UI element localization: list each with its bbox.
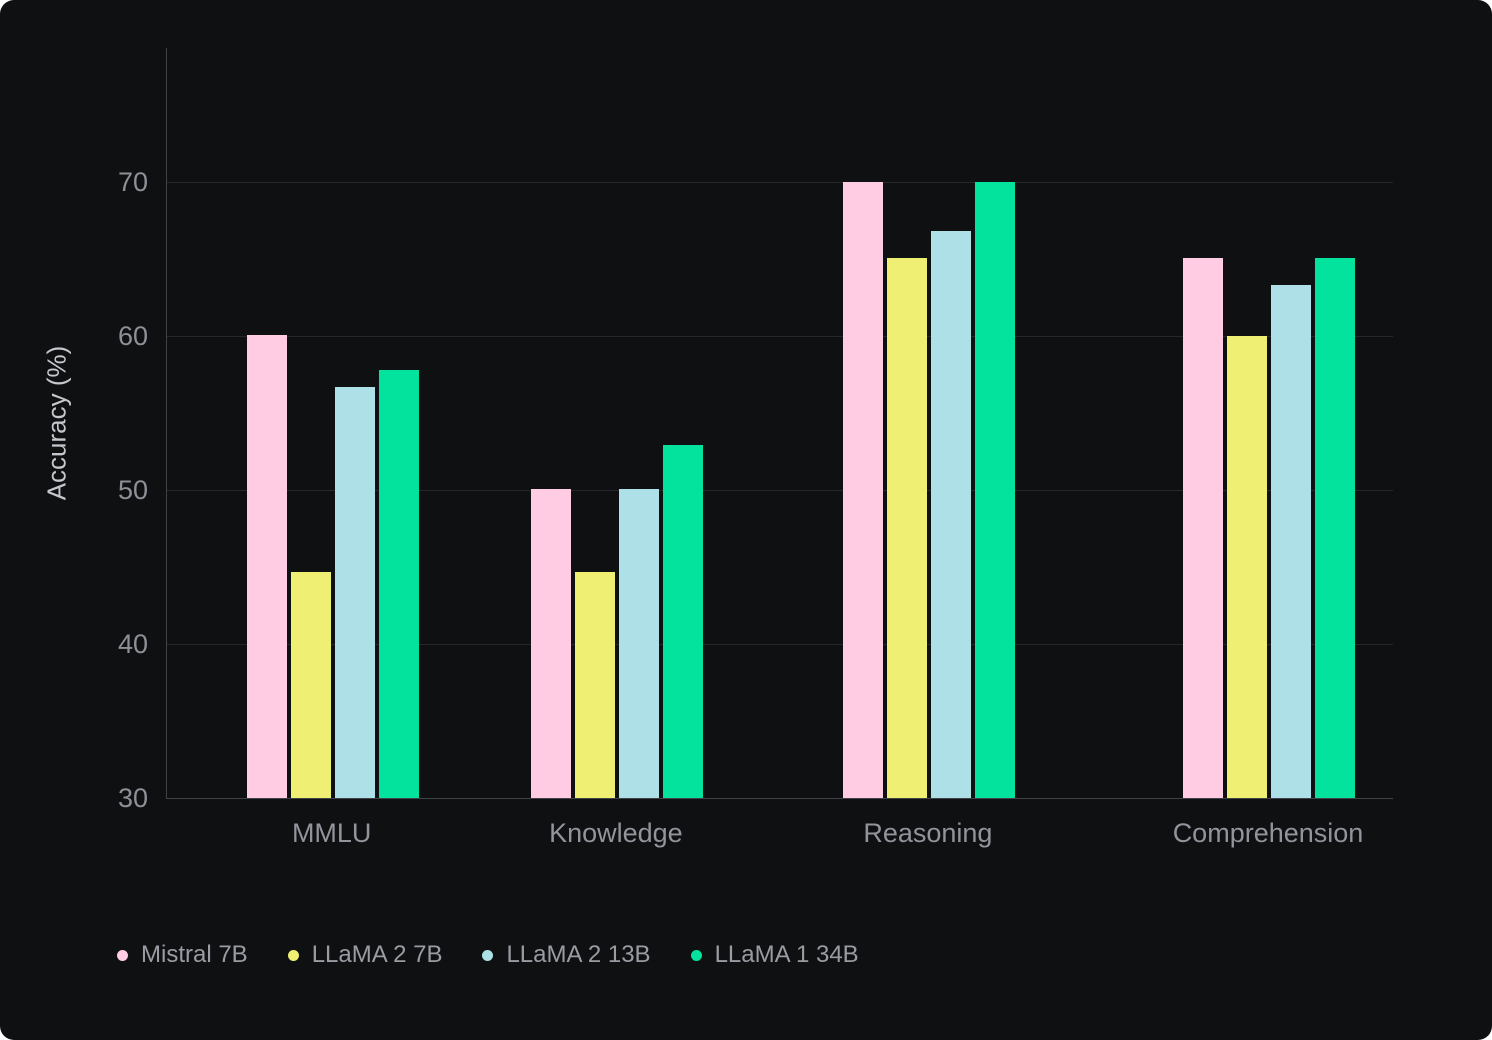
y-axis-title: Accuracy (%) <box>41 345 72 501</box>
bar-group-comprehension <box>1183 48 1355 798</box>
x-axis-label-comprehension: Comprehension <box>1172 818 1364 848</box>
bar-mistral-7b-reasoning[interactable] <box>842 182 883 798</box>
bar-llama-2-13b-reasoning[interactable] <box>930 231 971 798</box>
bar-llama-2-7b-mmlu[interactable] <box>290 571 331 798</box>
x-axis-label-knowledge: Knowledge <box>549 818 683 848</box>
legend-dot-mistral-7b <box>117 949 128 961</box>
y-tick-label-50: 50 <box>117 475 148 505</box>
legend-item-llama-2-13b[interactable]: LLaMA 2 13B <box>482 941 651 969</box>
legend-dot-llama-2-13b <box>482 949 494 961</box>
legend-label-llama-2-13b: LLaMA 2 13B <box>506 941 651 968</box>
y-tick-label-40: 40 <box>117 629 148 659</box>
bar-llama-2-13b-knowledge[interactable] <box>618 488 659 798</box>
gridline-60 <box>167 336 1393 337</box>
bar-llama-1-34b-knowledge[interactable] <box>662 445 703 798</box>
bar-mistral-7b-mmlu[interactable] <box>246 334 287 798</box>
bar-llama-2-13b-comprehension[interactable] <box>1271 285 1311 798</box>
bar-mistral-7b-knowledge[interactable] <box>530 488 571 798</box>
plot-area <box>166 48 1393 799</box>
bar-llama-2-7b-knowledge[interactable] <box>574 571 615 798</box>
bar-llama-2-7b-comprehension[interactable] <box>1227 336 1267 798</box>
legend-dot-llama-1-34b <box>690 949 702 961</box>
bar-llama-1-34b-reasoning[interactable] <box>974 182 1015 798</box>
legend-item-llama-1-34b[interactable]: LLaMA 1 34B <box>690 941 859 969</box>
bar-llama-1-34b-comprehension[interactable] <box>1315 257 1355 798</box>
gridline-50 <box>167 490 1393 491</box>
legend-dot-llama-2-7b <box>287 949 299 961</box>
y-tick-label-70: 70 <box>117 167 148 197</box>
legend-label-llama-2-7b: LLaMA 2 7B <box>311 941 443 968</box>
y-tick-label-60: 60 <box>117 321 148 351</box>
legend: Mistral 7B LLaMA 2 7B LLaMA 2 13B LLaMA 1 3… <box>117 941 859 969</box>
bar-group-reasoning <box>842 48 1015 798</box>
x-axis-label-mmlu: MMLU <box>291 818 372 848</box>
legend-item-mistral-7b[interactable]: Mistral 7B <box>117 941 248 969</box>
bar-llama-1-34b-mmlu[interactable] <box>378 369 419 798</box>
bar-mistral-7b-comprehension[interactable] <box>1183 257 1223 798</box>
bar-llama-2-13b-mmlu[interactable] <box>334 386 375 798</box>
legend-item-llama-2-7b[interactable]: LLaMA 2 7B <box>287 941 443 969</box>
y-tick-label-30: 30 <box>117 783 148 813</box>
bar-group-knowledge <box>530 48 703 798</box>
x-axis-label-reasoning: Reasoning <box>863 818 993 848</box>
legend-label-llama-1-34b: LLaMA 1 34B <box>714 941 859 968</box>
gridline-40 <box>167 644 1393 645</box>
gridline-70 <box>167 182 1393 183</box>
bar-llama-2-7b-reasoning[interactable] <box>886 257 927 798</box>
bar-group-mmlu <box>246 48 419 798</box>
legend-label-mistral-7b: Mistral 7B <box>141 941 248 968</box>
